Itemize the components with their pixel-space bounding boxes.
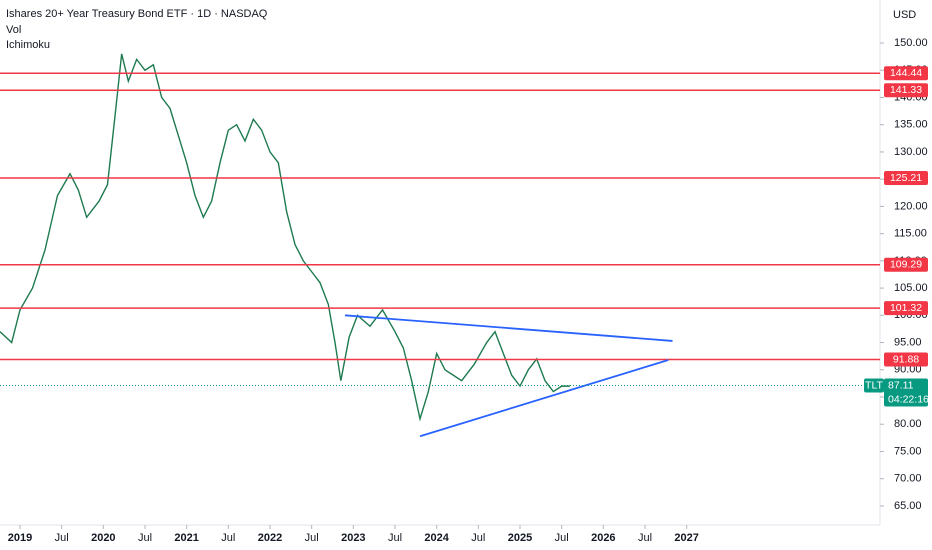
symbol-label: TLT	[865, 379, 883, 391]
y-tick-label: 115.00	[894, 228, 927, 240]
level-tag	[884, 257, 928, 272]
chart-title: Ishares 20+ Year Treasury Bond ETF · 1D …	[6, 8, 268, 20]
level-label: 101.32	[890, 302, 922, 314]
level-label: 141.33	[890, 84, 922, 96]
y-tick-label: 130.00	[894, 146, 928, 158]
y-tick-label: 90.00	[894, 364, 922, 376]
x-tick-label: 2023	[341, 532, 365, 544]
countdown-label: 04:22:16	[888, 393, 929, 405]
level-tag	[884, 171, 928, 186]
price-line	[0, 53, 570, 422]
x-tick-label: Jul	[555, 532, 569, 544]
y-tick-label: 120.00	[894, 200, 928, 212]
y-tick-label: 150.00	[894, 37, 928, 49]
x-tick-label: Jul	[388, 532, 402, 544]
x-tick-label: Jul	[638, 532, 652, 544]
x-tick-label: 2025	[508, 532, 532, 544]
currency-label: USD	[893, 9, 916, 21]
symbol-tag	[864, 378, 884, 393]
x-tick-label: Jul	[305, 532, 319, 544]
price-tag	[884, 378, 928, 407]
level-label: 91.88	[893, 353, 919, 365]
x-tick-label: 2022	[258, 532, 282, 544]
x-tick-label: Jul	[138, 532, 152, 544]
x-tick-label: 2020	[91, 532, 115, 544]
x-tick-label: Jul	[221, 532, 235, 544]
trend-line	[419, 359, 669, 438]
x-tick-label: Jul	[471, 532, 485, 544]
level-label: 125.21	[890, 172, 922, 184]
x-tick-label: 2027	[674, 532, 698, 544]
price-label: 87.11	[888, 379, 914, 391]
y-tick-label: 65.00	[894, 500, 922, 512]
y-tick-label: 70.00	[894, 473, 922, 485]
x-tick-label: 2021	[174, 532, 198, 544]
trend-line	[344, 314, 673, 342]
y-tick-label: 80.00	[894, 418, 922, 430]
level-tag	[884, 83, 928, 98]
x-tick-label: Jul	[55, 532, 69, 544]
y-tick-label: 135.00	[894, 119, 928, 131]
level-tag	[884, 352, 928, 367]
x-tick-label: 2026	[591, 532, 615, 544]
x-tick-label: 2024	[424, 532, 449, 544]
y-tick-label: 75.00	[894, 445, 922, 457]
level-label: 144.44	[890, 67, 922, 79]
level-label: 109.29	[890, 259, 922, 271]
y-tick-label: 95.00	[894, 336, 922, 348]
level-tag	[884, 66, 928, 81]
y-tick-label: 105.00	[894, 282, 928, 294]
level-tag	[884, 301, 928, 316]
indicator-label: Ichimoku	[6, 39, 50, 51]
indicator-label: Vol	[6, 24, 21, 36]
x-tick-label: 2019	[8, 532, 32, 544]
